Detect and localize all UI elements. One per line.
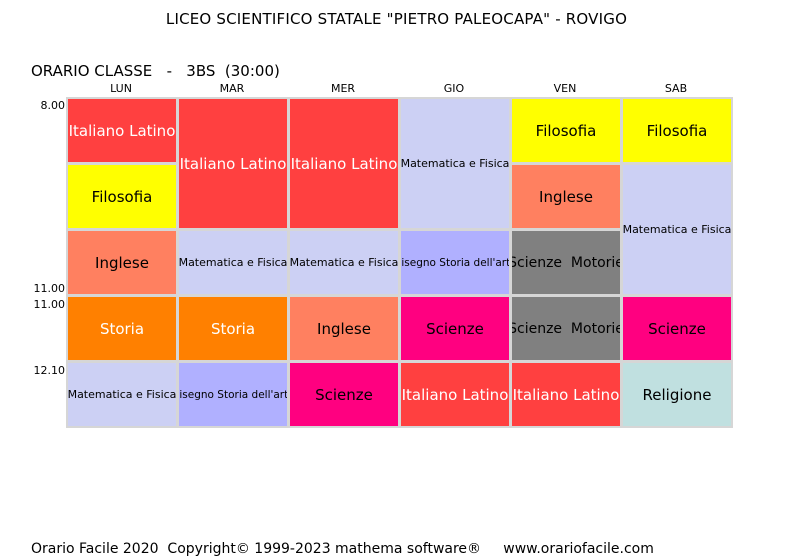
cell-lun-2[interactable]: Filosofia <box>68 165 176 228</box>
cell-ven-5[interactable]: Italiano Latino <box>512 363 620 426</box>
cell-gio-1[interactable]: Matematica e Fisica <box>401 99 509 228</box>
cell-mer-2[interactable]: Matematica e Fisica <box>290 231 398 294</box>
time-label-0800: 8.00 <box>40 99 66 112</box>
cell-sab-4[interactable]: Religione <box>623 363 731 426</box>
cell-sab-2[interactable]: Matematica e Fisica <box>623 165 731 294</box>
cell-mer-3[interactable]: Inglese <box>290 297 398 360</box>
day-header-gio: GIO <box>443 82 465 95</box>
cell-lun-1[interactable]: Italiano Latino <box>68 99 176 162</box>
timetable-grid: Italiano Latino Filosofia Inglese Storia… <box>66 97 733 428</box>
cell-lun-4[interactable]: Storia <box>68 297 176 360</box>
cell-mer-1[interactable]: Italiano Latino <box>290 99 398 228</box>
cell-ven-4[interactable]: Scienze Motorie <box>512 297 620 360</box>
cell-sab-1[interactable]: Filosofia <box>623 99 731 162</box>
cell-gio-4[interactable]: Italiano Latino <box>401 363 509 426</box>
cell-mer-4[interactable]: Scienze <box>290 363 398 426</box>
day-header-mar: MAR <box>219 82 245 95</box>
footer-copyright: Orario Facile 2020 Copyright© 1999-2023 … <box>31 541 654 557</box>
cell-ven-3[interactable]: Scienze Motorie <box>512 231 620 294</box>
cell-mar-2[interactable]: Matematica e Fisica <box>179 231 287 294</box>
day-header-lun: LUN <box>110 82 132 95</box>
cell-gio-3[interactable]: Scienze <box>401 297 509 360</box>
cell-ven-1[interactable]: Filosofia <box>512 99 620 162</box>
day-header-ven: VEN <box>553 82 577 95</box>
cell-lun-5[interactable]: Matematica e Fisica <box>68 363 176 426</box>
cell-sab-3[interactable]: Scienze <box>623 297 731 360</box>
time-label-1100-end: 11.00 <box>33 282 66 295</box>
class-label: ORARIO CLASSE - 3BS (30:00) <box>31 62 280 80</box>
cell-mar-1[interactable]: Italiano Latino <box>179 99 287 228</box>
cell-mar-4[interactable]: Disegno Storia dell'arte <box>179 363 287 426</box>
cell-ven-2[interactable]: Inglese <box>512 165 620 228</box>
time-label-1210: 12.10 <box>33 364 66 377</box>
cell-gio-2[interactable]: Disegno Storia dell'arte <box>401 231 509 294</box>
day-header-mer: MER <box>330 82 356 95</box>
cell-mar-3[interactable]: Storia <box>179 297 287 360</box>
time-label-1100-start: 11.00 <box>33 298 66 311</box>
school-title: LICEO SCIENTIFICO STATALE "PIETRO PALEOC… <box>165 10 628 28</box>
cell-lun-3[interactable]: Inglese <box>68 231 176 294</box>
day-header-sab: SAB <box>664 82 688 95</box>
